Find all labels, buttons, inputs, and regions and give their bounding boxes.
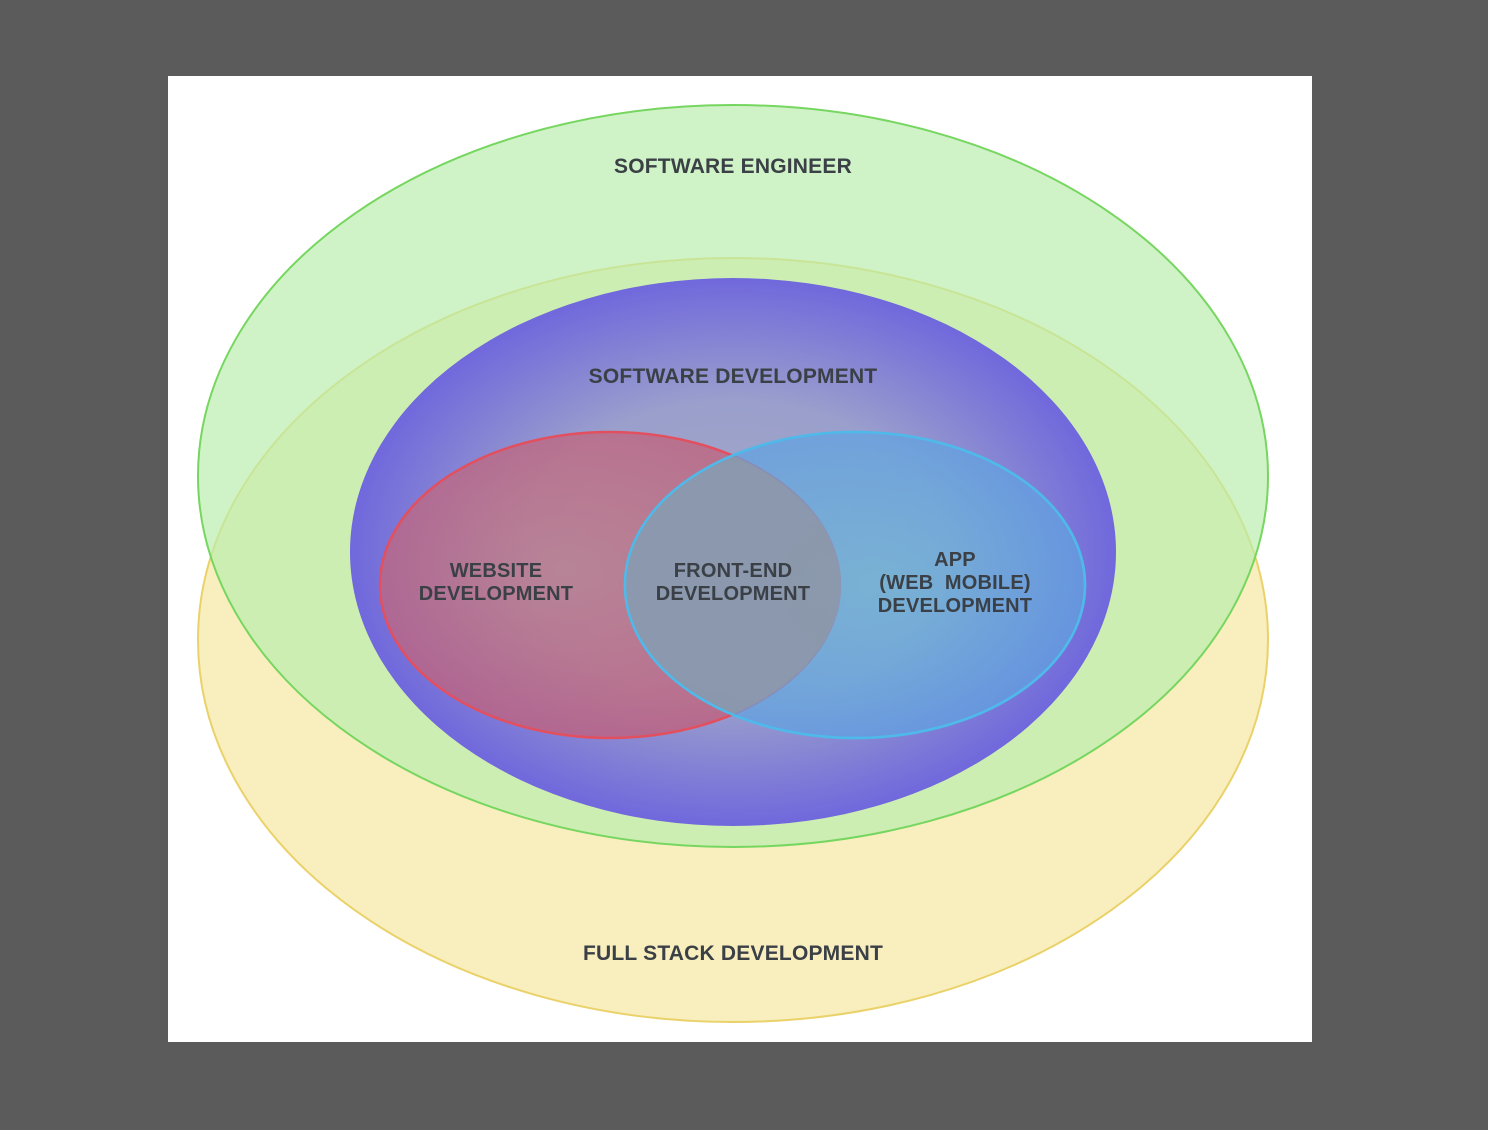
- app-development-label-line-3: DEVELOPMENT: [878, 595, 1032, 617]
- front-end-label-line-1: FRONT-END: [674, 560, 792, 582]
- front-end-overlap: [625, 432, 840, 738]
- front-end-label-line-2: DEVELOPMENT: [656, 583, 810, 605]
- app-development-label-line-2: (WEB MOBILE): [879, 572, 1030, 594]
- app-development-outline: [623, 430, 1087, 740]
- software-engineer-label: SOFTWARE ENGINEER: [614, 155, 852, 178]
- app-development-label-line-1: APP: [934, 549, 976, 571]
- full-stack-label: FULL STACK DEVELOPMENT: [583, 942, 883, 965]
- website-development-label-line-2: DEVELOPMENT: [419, 583, 573, 605]
- software-development-label: SOFTWARE DEVELOPMENT: [589, 365, 878, 388]
- website-development-label-line-1: WEBSITE: [450, 560, 543, 582]
